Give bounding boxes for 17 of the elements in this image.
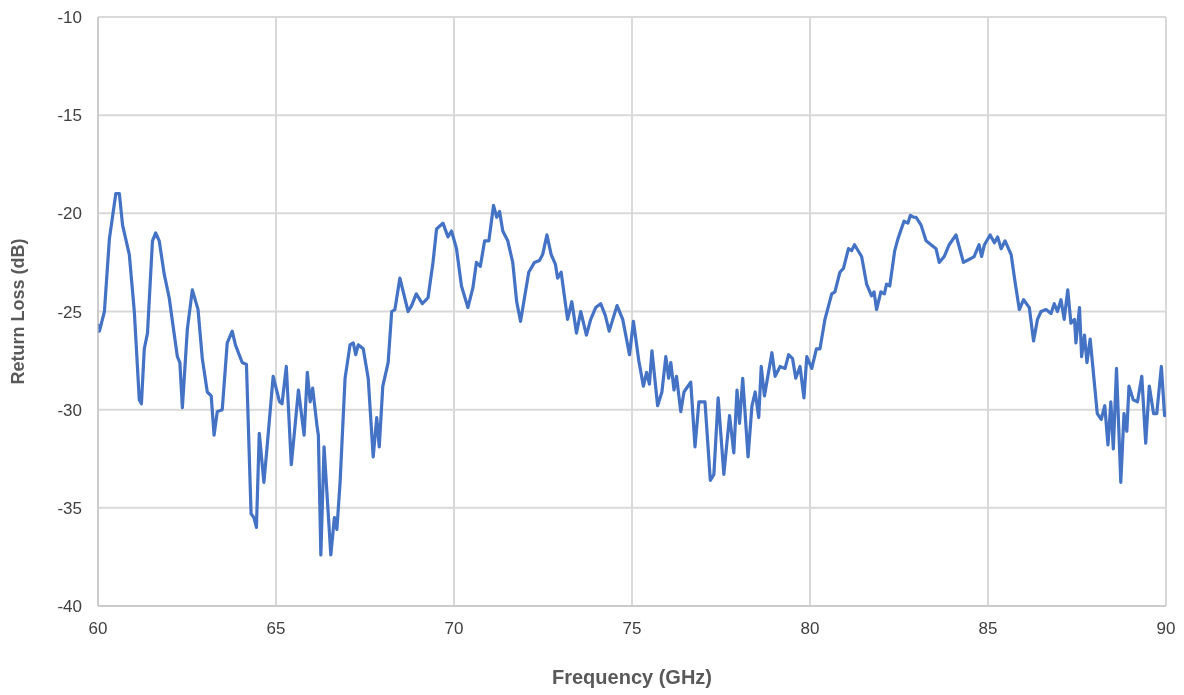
y-axis-title: Return Loss (dB): [8, 238, 29, 385]
x-tick-label: 75: [622, 619, 642, 639]
y-tick-label: -35: [57, 498, 82, 518]
x-axis-title: Frequency (GHz): [551, 666, 713, 688]
x-tick-label: 85: [978, 619, 998, 639]
y-tick-label: -15: [57, 106, 82, 126]
y-tick-label: -30: [57, 400, 82, 420]
x-tick-label: 65: [266, 619, 286, 639]
y-tick-label: -10: [57, 8, 82, 28]
x-tick-label: 60: [88, 619, 108, 639]
y-tick-label: -20: [57, 204, 82, 224]
x-tick-label: 80: [800, 619, 820, 639]
x-tick-label: 90: [1156, 619, 1176, 639]
y-tick-label: -25: [57, 302, 82, 322]
x-tick-label: 70: [444, 619, 464, 639]
line-series: [98, 192, 1166, 557]
y-tick-label: -40: [57, 597, 82, 617]
